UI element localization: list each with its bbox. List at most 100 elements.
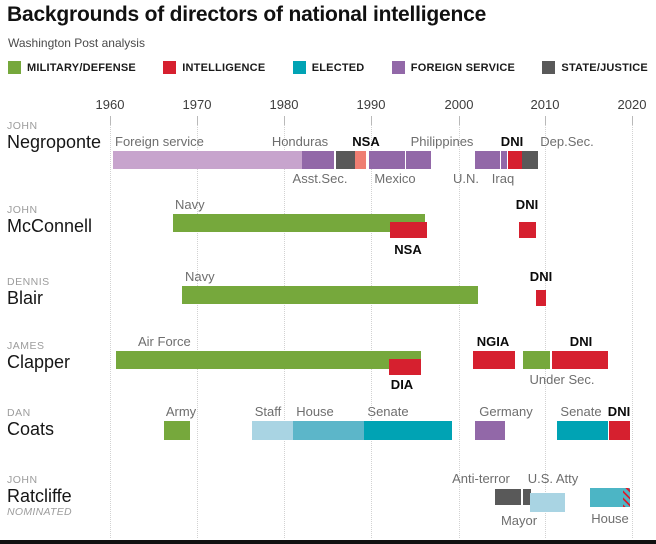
axis-year-label: 1970 [182,97,212,112]
row-name-first: JOHN [7,204,38,216]
row-name-first: JOHN [7,120,38,132]
bar-segment [523,351,550,369]
bar-label: Honduras [271,134,329,149]
row-name: DENNIS Blair [7,276,50,308]
row-name-first: JAMES [7,340,45,352]
legend-label: MILITARY/DEFENSE [27,61,136,74]
row-name-last: Negroponte [7,132,102,152]
legend-label: STATE/JUSTICE [561,61,648,74]
legend-label: INTELLIGENCE [182,61,266,74]
legend-item: MILITARY/DEFENSE [8,61,136,74]
bar-label: DIA [390,377,414,392]
bar-label: DNI [529,269,553,284]
bar-segment [355,151,366,169]
bar-label: House [296,404,334,419]
axis-tick [371,116,372,125]
bar-segment [609,421,630,440]
legend-label: ELECTED [311,61,365,74]
bar-label: DNI [515,197,539,212]
legend-item: FOREIGN SERVICE [391,61,516,74]
bar-segment [336,151,355,169]
row-name-last: McConnell [7,216,93,236]
legend: MILITARY/DEFENSE INTELLIGENCE ELECTED FOREI… [8,61,648,74]
bar-segment [116,351,421,369]
bar-label: NSA [352,134,380,149]
bar-label: DNI [569,334,593,349]
bar-label: Philippines [410,134,474,149]
legend-item: STATE/JUSTICE [542,61,648,74]
bar-segment [302,151,334,169]
bar-segment [473,351,515,369]
grid-line [459,116,460,538]
row-name-first: DAN [7,407,31,419]
row-name-first: DENNIS [7,276,50,288]
grid-line [632,116,633,538]
bar-label: Navy [175,197,205,212]
bar-label: Under Sec. [529,372,595,387]
chart-title: Backgrounds of directors of national int… [7,3,487,26]
bar-label: Army [165,404,197,419]
legend-swatch-elected-icon [292,61,306,74]
grid-line [371,116,372,538]
nominated-hatch [623,488,630,507]
bar-label: Dep.Sec. [540,134,594,149]
bar-segment [536,290,546,306]
axis-tick [632,116,633,125]
bar-segment [523,489,531,505]
bar-segment [113,151,302,169]
axis-tick [545,116,546,125]
bar-label: Germany [479,404,533,419]
bar-label: Asst.Sec. [292,171,348,186]
bar-label: House [591,511,629,526]
axis-tick [110,116,111,125]
bar-segment [530,493,565,512]
axis-year-label: 1960 [95,97,125,112]
bar-label: Mexico [374,171,416,186]
bar-label: Mayor [500,513,538,528]
bar-segment [501,151,507,169]
row-name-last: Clapper [7,352,71,372]
axis-year-label: 2010 [530,97,560,112]
axis-year-label: 2000 [444,97,474,112]
bar-label: Iraq [491,171,515,186]
legend-label: FOREIGN SERVICE [410,61,516,74]
grid-line [110,116,111,538]
legend-item: INTELLIGENCE [163,61,265,74]
row-name: JOHN Ratcliffe NOMINATED [7,474,72,519]
row-name: JOHN Negroponte [7,120,101,152]
grid-line [545,116,546,538]
bar-label: NGIA [476,334,510,349]
bar-segment [293,421,364,440]
bar-segment [475,151,500,169]
axis-year-label: 2020 [617,97,647,112]
bar-segment [508,151,522,169]
axis-tick [197,116,198,125]
bar-label: U.S. Atty [527,471,579,486]
bar-segment [475,421,505,440]
bar-segment [173,214,425,232]
bottom-rule [0,540,656,544]
bar-segment [389,359,421,375]
bar-segment [522,151,538,169]
bar-label: Staff [254,404,282,419]
bar-segment [252,421,293,440]
bar-label: U.N. [453,171,479,186]
axis-tick [459,116,460,125]
legend-swatch-military-icon [8,61,21,74]
bar-segment [164,421,190,440]
bar-label: Senate [560,404,602,419]
axis-year-label: 1990 [356,97,386,112]
row-name-note: NOMINATED [7,506,72,518]
row-name-last: Coats [7,419,55,439]
bar-label: Navy [185,269,215,284]
row-name: DAN Coats [7,407,54,439]
legend-swatch-foreign-icon [391,61,405,74]
legend-swatch-state-icon [542,61,556,74]
row-name: JAMES Clapper [7,340,70,372]
bar-segment [406,151,431,169]
bar-segment [552,351,608,369]
row-name-last: Blair [7,288,44,308]
row-name-first: JOHN [7,474,38,486]
row-name-last: Ratcliffe [7,486,72,506]
